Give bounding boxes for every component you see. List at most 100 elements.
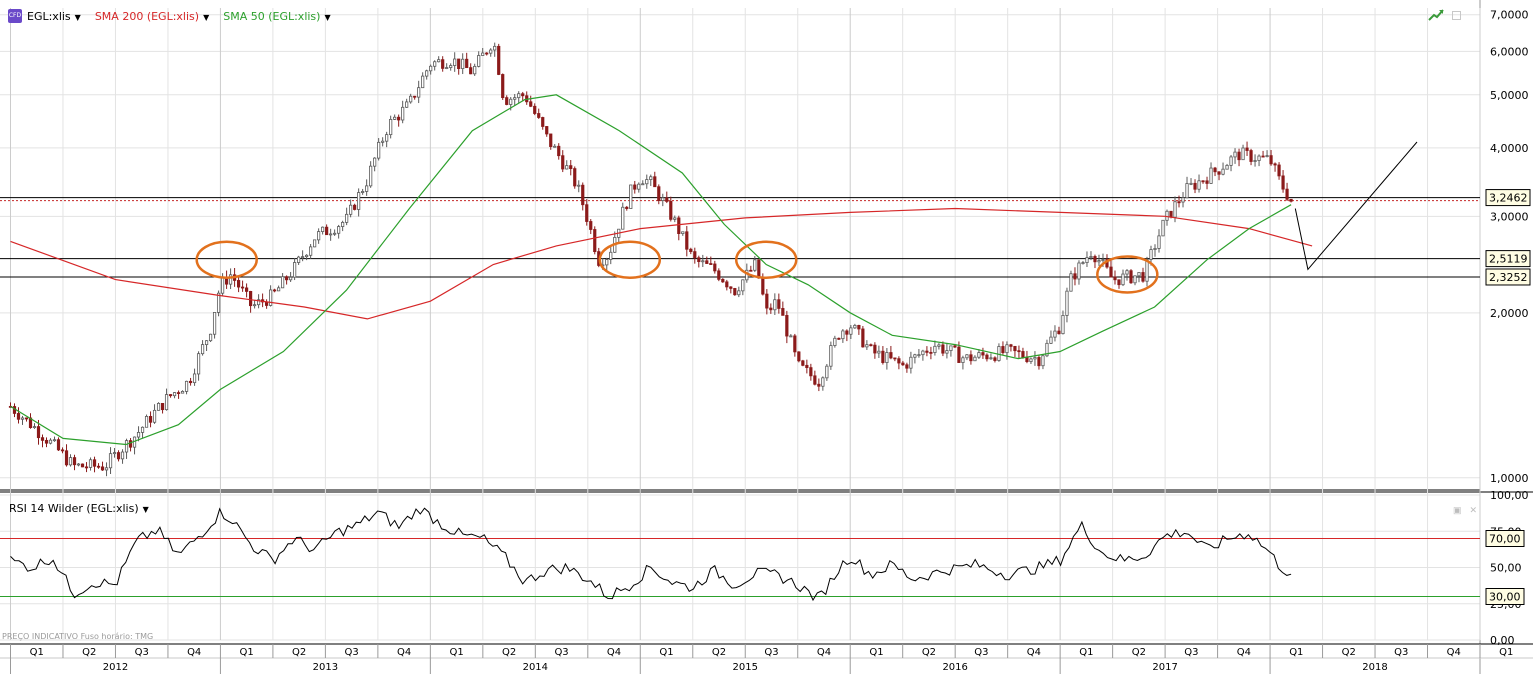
- quarter-label: Q2: [82, 647, 96, 658]
- sma200-line: [10, 207, 1313, 320]
- candle-body: [469, 67, 473, 75]
- trend-arrow-icon[interactable]: [1428, 9, 1444, 21]
- candle-body: [453, 58, 457, 66]
- candle-body: [749, 269, 753, 272]
- price-tick-label: 1,0000: [1490, 472, 1529, 485]
- candle-body: [965, 354, 969, 359]
- candle-body: [1117, 279, 1121, 286]
- candle-body: [865, 344, 869, 348]
- candle-body: [557, 145, 561, 157]
- candle-body: [1229, 156, 1233, 166]
- candle-body: [140, 426, 145, 433]
- candle-body: [573, 168, 577, 187]
- candle-body: [433, 61, 437, 67]
- annotation-circle: [195, 240, 258, 279]
- candle-body: [1017, 350, 1021, 353]
- candle-body: [417, 87, 421, 98]
- price-level-label: 2,5119: [1489, 253, 1528, 266]
- candle-body: [297, 256, 301, 263]
- candle-body: [981, 352, 985, 356]
- candle-body: [353, 204, 357, 210]
- year-label: 2015: [733, 662, 758, 673]
- candle-body: [168, 394, 173, 397]
- quarter-label: Q1: [240, 647, 254, 658]
- candle-body: [737, 290, 741, 296]
- sma50-legend[interactable]: SMA 50 (EGL:xlis) ▼: [223, 10, 330, 23]
- candle-body: [1009, 344, 1013, 347]
- candle-body: [20, 417, 25, 420]
- rsi-pane-tools: ▣ ✕: [1453, 505, 1477, 516]
- candle-body: [1221, 168, 1225, 175]
- quarter-label: Q2: [712, 647, 726, 658]
- candle-body: [84, 466, 89, 469]
- quarter-label: Q1: [659, 647, 673, 658]
- candle-body: [160, 402, 165, 411]
- rsi-legend[interactable]: RSI 14 Wilder (EGL:xlis) ▼: [9, 502, 149, 515]
- candle-body: [1253, 160, 1257, 162]
- candle-body: [156, 402, 161, 411]
- candle-body: [653, 176, 657, 188]
- candle-body: [753, 259, 757, 271]
- candle-body: [257, 299, 261, 306]
- candle-body: [108, 453, 113, 469]
- candle-body: [293, 262, 297, 278]
- candle-body: [1289, 198, 1293, 202]
- candle-body: [501, 74, 505, 99]
- candle-body: [1113, 276, 1117, 281]
- candle-body: [1061, 315, 1065, 335]
- candle-body: [589, 221, 593, 230]
- candle-body: [1237, 151, 1241, 161]
- candle-body: [369, 165, 373, 187]
- candle-body: [357, 192, 361, 210]
- candle-body: [116, 452, 121, 460]
- candle-body: [841, 330, 845, 340]
- candle-body: [565, 165, 569, 170]
- quarter-label: Q3: [1394, 647, 1408, 658]
- collapse-icon[interactable]: ▣: [1453, 505, 1462, 515]
- candle-body: [889, 352, 893, 359]
- collapse-icon[interactable]: [1452, 10, 1461, 20]
- candle-body: [1069, 273, 1073, 292]
- candle-body: [813, 375, 817, 385]
- candle-body: [48, 439, 53, 444]
- candle-body: [1245, 147, 1249, 151]
- rsi-level-label-box: [1485, 588, 1525, 605]
- candle-body: [493, 45, 497, 51]
- candle-body: [461, 58, 465, 70]
- candle-body: [705, 260, 709, 264]
- rsi-level-label-box: [1485, 530, 1525, 547]
- candle-body: [729, 286, 733, 289]
- candle-body: [1185, 183, 1189, 199]
- quarter-label: Q4: [1447, 647, 1461, 658]
- candle-body: [1281, 175, 1285, 190]
- candle-body: [669, 201, 673, 220]
- sma200-legend[interactable]: SMA 200 (EGL:xlis) ▼: [95, 10, 209, 23]
- close-icon[interactable]: ✕: [1469, 505, 1478, 515]
- candle-body: [1085, 257, 1089, 263]
- candle-body: [361, 191, 365, 193]
- candle-body: [349, 204, 353, 215]
- candle-body: [1125, 270, 1129, 275]
- candle-body: [449, 65, 453, 68]
- candle-body: [641, 183, 645, 186]
- candle-body: [1161, 219, 1165, 237]
- price-level-label-box: [1485, 268, 1531, 286]
- candle-body: [1001, 346, 1005, 354]
- candle-body: [585, 204, 589, 222]
- candle-body: [497, 45, 501, 75]
- year-label: 2018: [1362, 662, 1387, 673]
- year-label: 2014: [523, 662, 548, 673]
- candle-body: [1013, 345, 1017, 352]
- quarter-label: Q4: [397, 647, 411, 658]
- candle-body: [1053, 330, 1057, 338]
- candle-body: [701, 260, 705, 263]
- price-level-label-box: [1485, 250, 1531, 268]
- rsi-tick-label: 100,00: [1490, 489, 1529, 502]
- candle-body: [32, 426, 37, 429]
- candle-body: [505, 97, 509, 105]
- candle-body: [429, 65, 433, 72]
- candle-body: [413, 95, 417, 98]
- instrument-selector[interactable]: EGL:xlis ▼: [27, 10, 81, 23]
- candle-body: [393, 116, 397, 120]
- candle-body: [1065, 290, 1069, 316]
